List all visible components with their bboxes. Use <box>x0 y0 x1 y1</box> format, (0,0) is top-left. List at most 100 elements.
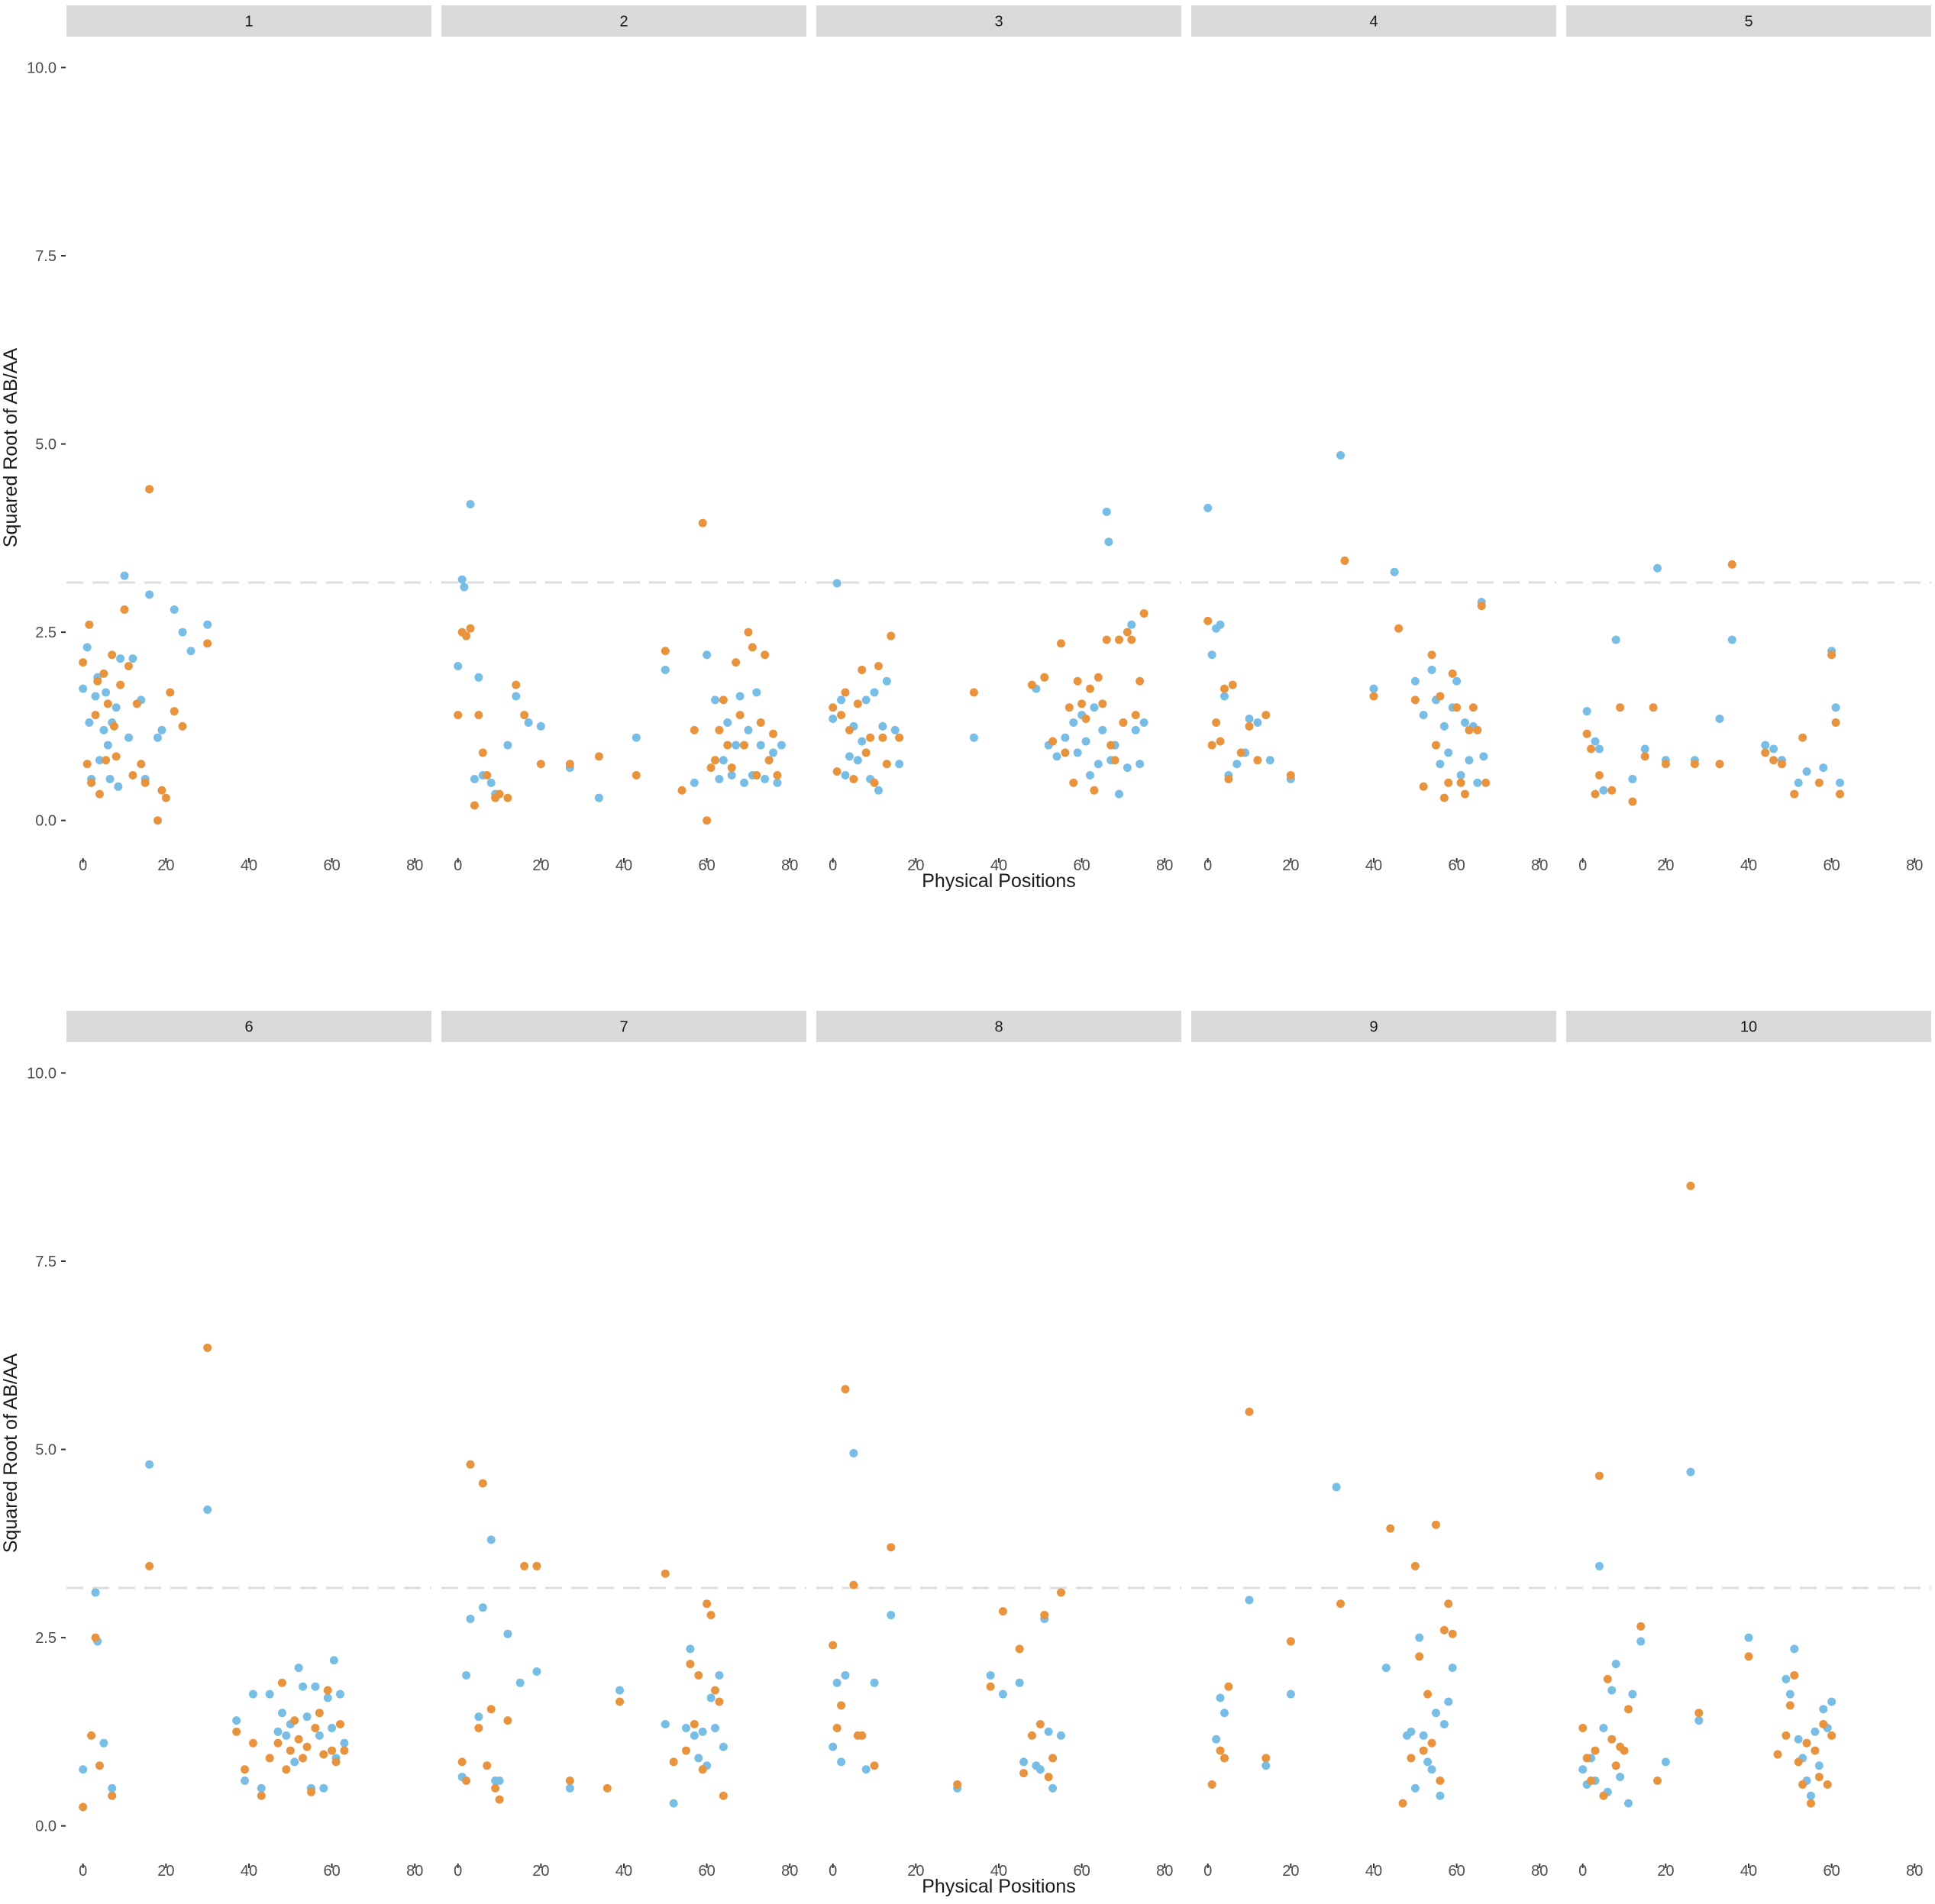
x-tick-label: 40 <box>241 1863 257 1880</box>
point-blue <box>681 1723 690 1732</box>
point-blue <box>1052 752 1061 761</box>
point-blue <box>1286 1689 1295 1699</box>
point-orange <box>694 1670 703 1680</box>
point-orange <box>841 1385 850 1394</box>
point-orange <box>1477 602 1486 611</box>
point-blue <box>466 499 475 508</box>
point-orange <box>756 718 765 727</box>
point-orange <box>832 767 842 776</box>
point-orange <box>690 725 699 734</box>
point-orange <box>1261 1754 1271 1763</box>
point-orange <box>669 1757 678 1767</box>
points-layer <box>79 450 1844 1812</box>
point-blue <box>1694 1716 1704 1725</box>
point-blue <box>105 774 115 783</box>
point-orange <box>95 1761 104 1770</box>
x-tick-label: 80 <box>406 857 423 874</box>
point-blue <box>1131 725 1140 734</box>
point-blue <box>265 1689 274 1699</box>
y-tick-label: 2.5 <box>35 1630 57 1647</box>
point-orange <box>157 786 166 795</box>
point-orange <box>79 1802 88 1812</box>
point-blue <box>1019 1757 1029 1767</box>
point-blue <box>1139 718 1148 727</box>
point-blue <box>328 1723 337 1732</box>
point-orange <box>882 760 891 769</box>
point-orange <box>248 1738 257 1747</box>
point-orange <box>969 688 978 697</box>
point-blue <box>1802 767 1811 776</box>
point-orange <box>1661 760 1670 769</box>
point-orange <box>998 1607 1007 1616</box>
point-orange <box>153 816 162 825</box>
point-orange <box>483 771 492 780</box>
point-blue <box>1232 760 1242 769</box>
point-blue <box>1456 771 1465 780</box>
point-blue <box>1452 676 1462 686</box>
point-orange <box>178 721 187 731</box>
point-blue <box>1381 1664 1391 1673</box>
point-blue <box>124 733 133 742</box>
facet-label-3: 3 <box>994 14 1003 31</box>
point-blue <box>1611 1660 1620 1669</box>
point-blue <box>99 725 108 734</box>
point-blue <box>1607 1686 1617 1695</box>
point-orange <box>331 1757 341 1767</box>
point-orange <box>1253 756 1262 765</box>
point-orange <box>241 1765 250 1774</box>
x-tick-label: 0 <box>454 1863 462 1880</box>
point-blue <box>727 771 736 780</box>
point-blue <box>454 662 463 671</box>
point-orange <box>1216 1746 1225 1755</box>
point-blue <box>690 1731 699 1740</box>
point-orange <box>1407 1754 1416 1763</box>
point-orange <box>1077 699 1087 708</box>
point-orange <box>478 748 487 757</box>
point-orange <box>520 1561 529 1570</box>
point-orange <box>91 1633 100 1642</box>
point-blue <box>1123 763 1132 773</box>
point-orange <box>870 1761 879 1770</box>
point-orange <box>1690 760 1699 769</box>
point-orange <box>470 801 479 810</box>
point-orange <box>1439 793 1449 802</box>
point-orange <box>1394 624 1404 633</box>
point-orange <box>735 711 745 720</box>
point-blue <box>887 1611 896 1620</box>
point-blue <box>203 1505 212 1514</box>
point-orange <box>1048 737 1058 746</box>
point-orange <box>706 763 716 773</box>
point-orange <box>79 658 88 667</box>
point-blue <box>874 786 883 795</box>
point-orange <box>282 1765 291 1774</box>
point-orange <box>95 789 104 799</box>
point-orange <box>703 816 712 825</box>
point-blue <box>319 1783 328 1793</box>
point-orange <box>874 662 883 671</box>
point-blue <box>466 1614 475 1623</box>
point-orange <box>1694 1709 1704 1718</box>
point-orange <box>1452 703 1462 712</box>
point-blue <box>532 1667 541 1676</box>
point-orange <box>615 1697 625 1706</box>
y-tick-label: 5.0 <box>35 437 57 453</box>
facet-strip-9 <box>1191 1011 1556 1042</box>
point-orange <box>1790 789 1799 799</box>
point-orange <box>1811 1746 1820 1755</box>
point-orange <box>1115 635 1124 644</box>
point-orange <box>1448 669 1457 678</box>
point-orange <box>1423 1689 1433 1699</box>
point-orange <box>703 1599 712 1609</box>
point-orange <box>99 669 108 678</box>
x-tick-label: 40 <box>615 857 632 874</box>
point-orange <box>1436 692 1445 701</box>
point-orange <box>602 1783 612 1793</box>
point-orange <box>124 662 133 671</box>
point-blue <box>340 1738 349 1747</box>
point-orange <box>773 771 782 780</box>
point-orange <box>1827 650 1836 660</box>
point-blue <box>1616 1773 1625 1782</box>
x-tick-label: 0 <box>829 1863 837 1880</box>
point-orange <box>1620 1746 1629 1755</box>
point-orange <box>336 1720 344 1729</box>
